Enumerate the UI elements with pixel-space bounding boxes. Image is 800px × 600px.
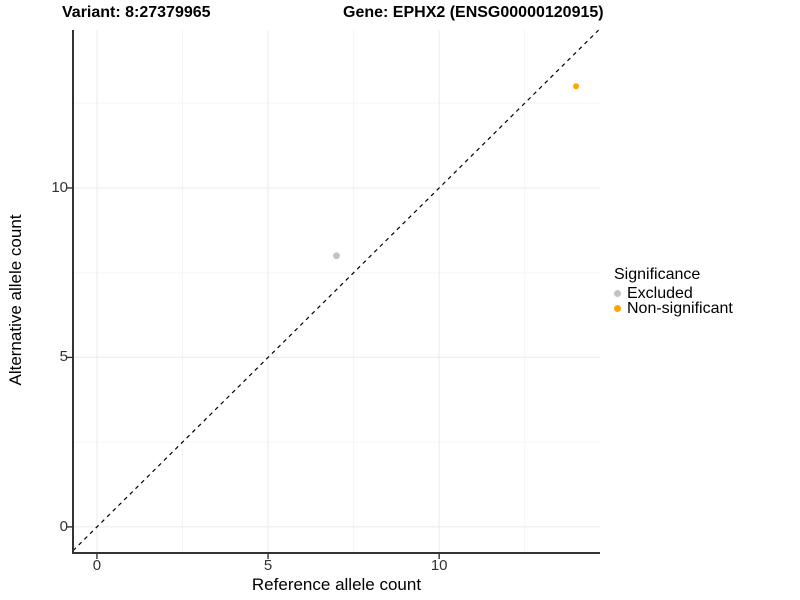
y-tick-label: 0 (59, 517, 68, 535)
x-tick-label: 10 (430, 557, 448, 574)
identity-line (72, 29, 600, 552)
x-tick-label: 5 (263, 557, 273, 574)
excluded-point-icon (614, 290, 621, 297)
y-tick-label: 10 (51, 178, 68, 196)
legend-item-label: Excluded (627, 285, 693, 302)
gene-title: Gene: EPHX2 (ENSG00000120915) (343, 4, 604, 21)
x-axis-title: Reference allele count (251, 575, 422, 594)
legend-item-excluded: Excluded (614, 285, 733, 302)
x-tick-label: 0 (92, 557, 102, 574)
legend-title: Significance (614, 266, 701, 283)
legend: Significance Excluded Non-significant (614, 266, 733, 317)
legend-item-label: Non-significant (627, 300, 733, 317)
y-axis-title: Alternative allele count (6, 214, 25, 386)
legend-item-non-significant: Non-significant (614, 300, 733, 317)
variant-title: Variant: 8:27379965 (62, 4, 211, 21)
data-point-excluded (333, 252, 340, 260)
data-point-non-significant (573, 83, 580, 90)
non-significant-point-icon (614, 305, 621, 312)
y-tick-label: 5 (59, 348, 68, 366)
